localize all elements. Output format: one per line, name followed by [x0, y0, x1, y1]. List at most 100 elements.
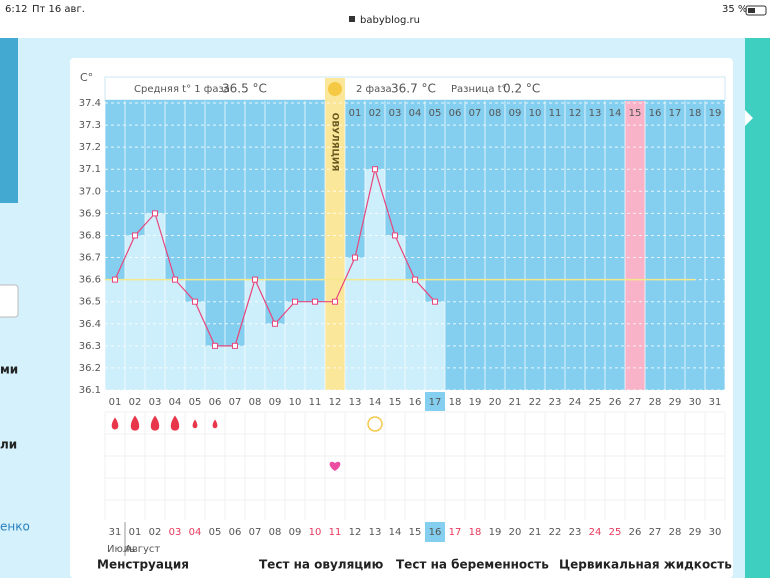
- sidebar-banner: [0, 38, 18, 203]
- url[interactable]: babyblog.ru: [360, 15, 420, 26]
- point: [392, 232, 398, 239]
- date-label: 31: [109, 527, 122, 538]
- x-tick-label: 17: [429, 397, 442, 408]
- y-axis-label: C°: [80, 71, 93, 84]
- ovulation-test: [367, 416, 383, 432]
- y-tick-label: 37.0: [79, 186, 101, 197]
- x-tick-label: 15: [389, 397, 402, 408]
- month-label: Июль: [107, 544, 135, 555]
- legend-title: Цервикальная жидкость: [559, 558, 732, 572]
- phase2-day: 15: [629, 108, 642, 119]
- phase2-day: 13: [589, 108, 602, 119]
- bar: [385, 235, 405, 390]
- date-label: 26: [629, 527, 642, 538]
- sidebar-input[interactable]: [0, 284, 19, 318]
- x-tick-label: 11: [309, 397, 322, 408]
- phase2-day: 07: [469, 108, 482, 119]
- date-label: 13: [369, 527, 382, 538]
- bar: [125, 235, 145, 390]
- arrow[interactable]: [745, 110, 753, 126]
- y-tick-label: 36.9: [79, 208, 101, 219]
- stat-label: 2 фаза: [356, 84, 392, 95]
- phase2-day: 16: [649, 108, 662, 119]
- date-label: 29: [689, 527, 702, 538]
- point: [112, 276, 118, 283]
- point: [152, 210, 158, 217]
- battery: 35 %: [722, 4, 747, 15]
- lock-icon: [349, 16, 355, 22]
- date-label: 10: [309, 527, 322, 538]
- point: [192, 298, 198, 305]
- time: 6:12: [5, 4, 27, 15]
- date-label: 07: [249, 527, 262, 538]
- stat-value: 36.7 °C: [391, 82, 436, 96]
- month-label: Август: [125, 544, 160, 555]
- x-tick-label: 31: [709, 397, 722, 408]
- bar: [225, 345, 245, 390]
- phase2-day: 11: [549, 108, 562, 119]
- bar: [345, 257, 365, 390]
- point: [292, 298, 298, 305]
- date-label: 09: [289, 527, 302, 538]
- y-tick-label: 37.4: [79, 98, 101, 109]
- y-tick-label: 36.1: [79, 385, 101, 396]
- bar: [105, 279, 125, 390]
- date-label: 30: [709, 527, 722, 538]
- stat-label: Средняя t° 1 фаза: [134, 84, 230, 95]
- phase2-day: 12: [569, 108, 582, 119]
- drop: [130, 415, 140, 431]
- point: [212, 342, 218, 349]
- y-tick-label: 36.6: [79, 275, 101, 286]
- date-label: 20: [509, 527, 522, 538]
- y-tick-label: 36.7: [79, 253, 101, 264]
- x-tick-label: 29: [669, 397, 682, 408]
- drop: [170, 415, 180, 431]
- phase2-day: 01: [349, 108, 362, 119]
- bar: [245, 279, 265, 390]
- current-day: [425, 392, 445, 411]
- x-tick-label: 19: [469, 397, 482, 408]
- y-tick-label: 36.2: [79, 363, 101, 374]
- date-label: 17: [449, 527, 462, 538]
- date-label: 11: [329, 527, 342, 538]
- x-tick-label: 20: [489, 397, 502, 408]
- date-label: 15: [409, 527, 422, 538]
- sidebar-item[interactable]: ми: [0, 363, 18, 377]
- y-tick-label: 36.8: [79, 230, 101, 241]
- bar: [265, 323, 285, 390]
- drop: [212, 419, 218, 429]
- sidebar-link[interactable]: енко: [0, 520, 30, 534]
- point: [252, 276, 258, 283]
- x-tick-label: 10: [289, 397, 302, 408]
- phase2-day: 14: [609, 108, 622, 119]
- x-tick-label: 28: [649, 397, 662, 408]
- x-tick-label: 16: [409, 397, 422, 408]
- date-label: 08: [269, 527, 282, 538]
- date-label: 04: [189, 527, 202, 538]
- ovulation-sun: [328, 82, 342, 96]
- date-label: 14: [389, 527, 402, 538]
- sidebar-item[interactable]: ли: [0, 438, 17, 452]
- y-tick-label: 36.4: [79, 319, 101, 330]
- drop: [111, 417, 119, 430]
- y-tick-label: 37.3: [79, 120, 101, 131]
- battery-level: [748, 8, 755, 13]
- phase2-day: 09: [509, 108, 522, 119]
- x-tick-label: 12: [329, 397, 342, 408]
- stat-value: 36.5 °C: [222, 82, 267, 96]
- date-label: 01: [129, 527, 142, 538]
- point: [172, 276, 178, 283]
- x-tick-label: 01: [109, 397, 122, 408]
- stat-label: Разница t°: [451, 84, 507, 95]
- x-tick-label: 04: [169, 397, 182, 408]
- point: [272, 320, 278, 327]
- y-tick-label: 36.3: [79, 341, 101, 352]
- x-tick-label: 22: [529, 397, 542, 408]
- point: [352, 254, 358, 261]
- point: [412, 276, 418, 283]
- x-tick-label: 03: [149, 397, 162, 408]
- x-tick-label: 08: [249, 397, 262, 408]
- phase2-day: 08: [489, 108, 502, 119]
- x-tick-label: 25: [589, 397, 602, 408]
